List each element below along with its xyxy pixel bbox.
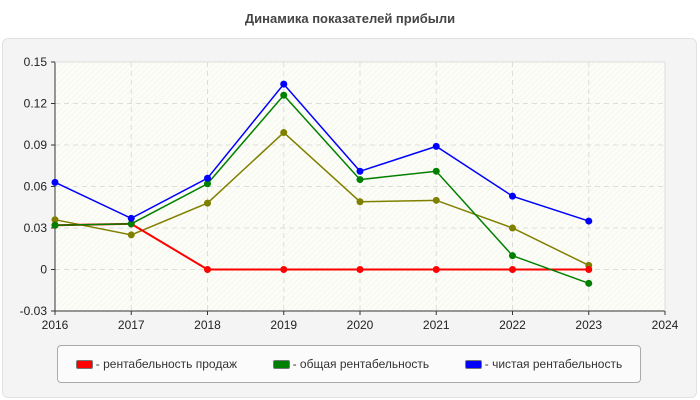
x-tick-label: 2016 xyxy=(42,318,69,332)
data-point xyxy=(432,266,440,273)
legend-swatch xyxy=(75,359,93,369)
y-tick-label: 0 xyxy=(40,263,47,277)
data-point xyxy=(356,198,364,206)
y-tick-label: -0.03 xyxy=(20,304,48,318)
data-point xyxy=(356,266,364,273)
x-tick-label: 2017 xyxy=(118,318,145,332)
y-tick-label: 0.06 xyxy=(24,180,48,194)
x-tick-label: 2022 xyxy=(499,318,526,332)
legend-label: - чистая рентабельность xyxy=(484,357,623,371)
legend-item-total[interactable]: - общая рентабельность xyxy=(272,357,430,371)
data-point xyxy=(127,214,135,222)
data-point xyxy=(509,252,516,260)
data-point xyxy=(509,192,516,200)
legend-label: - рентабельность продаж xyxy=(95,357,238,371)
data-point xyxy=(127,231,135,239)
data-point xyxy=(585,266,593,273)
series-line xyxy=(54,222,589,271)
data-point xyxy=(585,279,593,287)
data-point xyxy=(51,178,59,186)
data-point xyxy=(51,221,59,229)
data-point xyxy=(204,266,211,273)
data-point xyxy=(356,176,364,184)
x-tick-label: 2021 xyxy=(423,318,450,332)
x-tick-label: 2023 xyxy=(575,318,602,332)
x-tick-label: 2024 xyxy=(652,318,679,332)
y-tick-label: 0.12 xyxy=(24,97,48,111)
data-point xyxy=(204,180,211,188)
legend-item-sales[interactable]: - рентабельность продаж xyxy=(75,357,238,371)
data-point xyxy=(51,216,59,224)
y-tick-label: 0.03 xyxy=(24,221,48,235)
legend-swatch xyxy=(272,359,290,369)
data-point xyxy=(280,80,288,88)
series-line xyxy=(54,131,590,267)
data-point xyxy=(585,217,593,225)
x-tick-label: 2019 xyxy=(270,318,297,332)
legend: - рентабельность продаж - общая рентабел… xyxy=(57,345,641,383)
y-tick-label: 0.15 xyxy=(24,55,48,69)
data-point xyxy=(432,196,440,204)
data-point xyxy=(509,266,516,273)
data-point xyxy=(432,142,440,150)
data-point xyxy=(127,220,135,228)
chart-title: Динамика показателей прибыли xyxy=(244,11,456,26)
legend-swatch xyxy=(464,359,482,369)
data-point xyxy=(204,174,211,182)
legend-item-net[interactable]: - чистая рентабельность xyxy=(464,357,623,371)
data-point xyxy=(509,224,516,232)
x-tick-label: 2018 xyxy=(194,318,221,332)
data-point xyxy=(280,91,288,99)
y-tick-label: 0.09 xyxy=(24,138,48,152)
series-line xyxy=(54,94,590,285)
data-point xyxy=(280,129,288,137)
series-line xyxy=(54,82,589,222)
data-point xyxy=(280,266,288,273)
data-point xyxy=(356,167,364,175)
data-point xyxy=(432,167,440,175)
legend-label: - общая рентабельность xyxy=(292,357,430,371)
data-point xyxy=(204,199,211,207)
x-tick-label: 2020 xyxy=(347,318,374,332)
